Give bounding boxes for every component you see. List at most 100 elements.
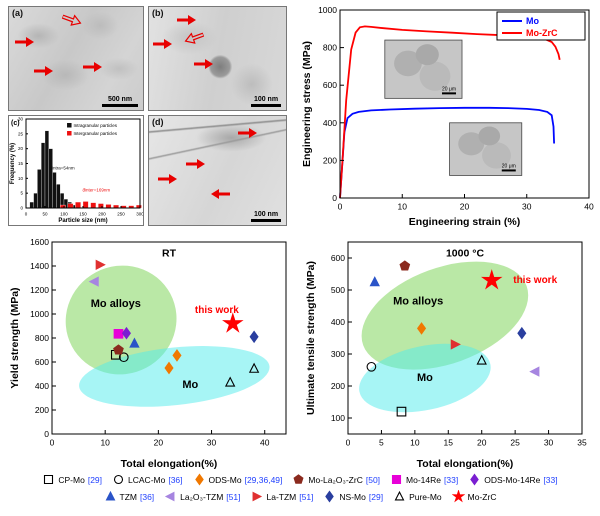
inset-scale-bar [501,169,516,172]
legend-item: NS-Mo [29] [323,490,383,503]
x-tick-label: 0 [50,438,55,448]
x-tick-label: 300 [136,212,143,217]
legend-item-ref: [36] [168,474,183,485]
x-tick-label: 20 [477,438,487,448]
y-tick-label: 500 [331,285,345,295]
triangle-up-marker-icon [369,276,380,287]
hist-plot: Intragranular particles Intergranular par… [10,117,144,224]
hist-bar [82,201,89,209]
red-arrow-icon [237,128,257,139]
square-marker-icon [391,474,402,485]
x-tick-label: 0 [25,212,28,217]
legend-item: La₂O₃-TZM [51] [164,490,240,503]
legend-item: Mo-La₂O₃-ZrC [50] [292,473,380,486]
legend-row: CP-Mo [29] LCAC-Mo [36] ODS-Mo [29,36,49] Mo-L… [0,471,600,488]
triangle-up-marker-icon [105,490,115,501]
y-axis-label: Engineering stress (MPa) [301,41,313,167]
y-tick-label: 200 [35,405,49,415]
triangle-up-marker-icon [476,354,487,365]
x-axis-label: Engineering strain (%) [409,216,520,228]
star-marker-icon [480,269,503,290]
hist-bar [48,148,53,209]
legend-item-ref: [50] [365,474,381,485]
legend-item: Mo-ZrC [451,490,497,503]
legend-item-name: NS-Mo [339,491,366,502]
red-arrow-icon [33,65,53,76]
legend-row: TZM [36] La₂O₃-TZM [51] La-TZM [51] NS-Mo [29] P… [0,488,600,505]
y-tick-label: 800 [35,333,49,343]
scale-bar-text: 100 nm [253,211,279,218]
inset-texture [482,142,511,169]
plot-border [347,241,583,435]
x-tick-label: 35 [577,438,587,448]
hist-bar [29,201,34,209]
y-tick-label: 5 [20,191,23,196]
red-arrow-icon [83,61,103,72]
tem-micrograph-d: (d) 100 nm [148,115,287,226]
y-tick-label: 600 [331,253,345,263]
legend-item-name: Mo-ZrC [467,491,497,502]
legend-item-ref: [29] [368,491,384,502]
scale-bar-line [102,104,138,107]
legend-item-name: La-TZM [266,491,297,502]
region-ellipse [359,343,491,413]
hist-bar [67,203,74,209]
x-tick-label: 40 [584,202,594,212]
red-arrow-icon [15,37,35,48]
figure-legend: CP-Mo [29] LCAC-Mo [36] ODS-Mo [29,36,49] Mo-L… [0,471,600,505]
inset-texture [415,44,439,66]
series-line-Mo [339,106,555,199]
panel-label-a: (a) [12,8,23,18]
annotation: Mo alloys [91,298,141,310]
inset-texture [458,132,485,156]
plot-legend-label: Mo [526,16,539,26]
hist-bar [56,184,61,209]
x-tick-label: 250 [117,212,125,217]
stress-strain-chart: 20 μm 20 μm Mo Mo-ZrC 0 10 20 30 40 0 200 400 600 800… [300,4,596,228]
red-arrow-icon [158,174,178,185]
legend-item: CP-Mo [29] [42,473,102,486]
y-axis-label: Ultimate tensile strength (MPa) [305,261,317,415]
pentagon-marker-icon [399,260,411,271]
legend-item-ref: [29] [87,474,103,485]
y-tick-label: 600 [35,357,49,367]
legend-item-ref: [33] [543,474,558,485]
legend-item: ODS-Mo [29,36,49] [193,473,282,486]
legend-item-name: LCAC-Mo [128,474,166,485]
y-tick-label: 0 [44,429,49,439]
scale-bar-text: 100 nm [253,96,279,103]
legend-item-name: TZM [119,491,137,502]
triangle-up-marker-icon [394,490,405,501]
scale-bar: 100 nm [251,96,281,107]
chart-title: RT [162,248,177,260]
hist-bar [90,202,97,209]
y-tick-label: 30 [18,117,24,122]
panel-label-d: (d) [152,117,164,127]
plot-legend-box [496,11,586,41]
red-arrow-icon [211,189,231,200]
legend-item-ref: [33] [444,474,459,485]
legend-item: LCAC-Mo [36] [112,473,183,486]
hist-bar [98,203,104,209]
diamond-marker-icon [249,330,259,344]
legend-item-ref: [36] [139,491,155,502]
red-arrow-icon [177,15,197,26]
y-tick-label: 1400 [30,261,49,271]
diamond-marker-icon [416,322,427,335]
y-tick-label: 100 [331,413,345,423]
x-axis-label: Total elongation(%) [417,458,514,470]
y-tick-label: 400 [331,317,345,327]
red-arrow-icon [185,158,205,169]
circle-marker-icon [113,474,124,485]
hist-legend-label: Intragranular particles [74,123,118,128]
legend-item-name: Pure-Mo [409,491,442,502]
triangle-left-marker-icon [88,276,99,287]
scale-bar-line [251,104,281,107]
triangle-up-marker-icon [248,362,260,373]
scale-bar: 100 nm [251,211,281,222]
y-tick-label: 300 [331,349,345,359]
x-tick-label: 0 [346,438,351,448]
legend-item-name: ODS-Mo [208,474,242,485]
square-marker-icon [113,328,124,339]
